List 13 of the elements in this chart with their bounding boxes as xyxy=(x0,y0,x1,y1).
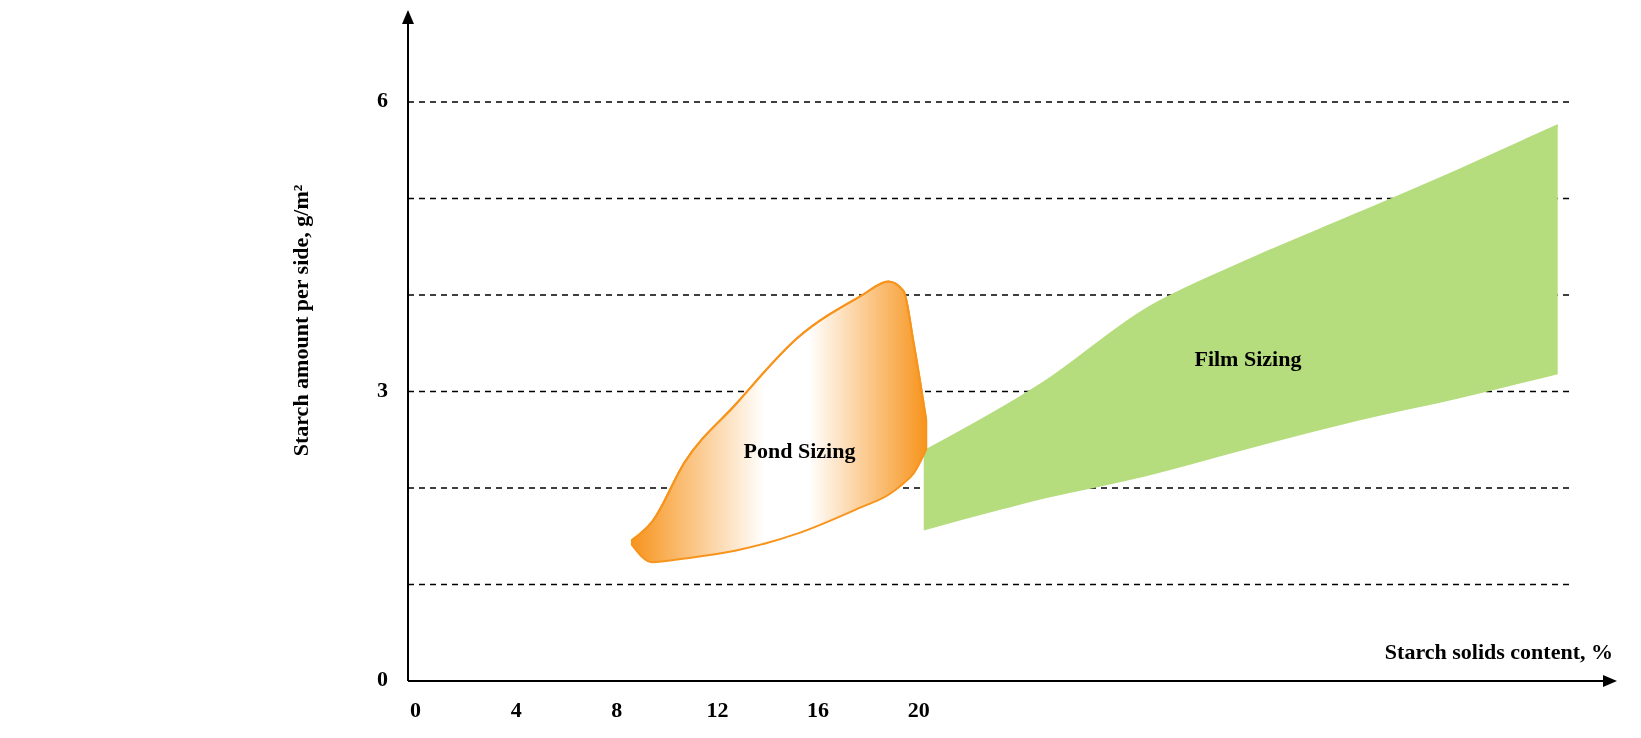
x-tick-label: 4 xyxy=(510,697,522,722)
x-tick-label: 12 xyxy=(706,697,729,722)
x-tick-label: 8 xyxy=(611,697,623,722)
x-tick-label: 20 xyxy=(907,697,930,722)
y-tick-label: 0 xyxy=(377,666,388,692)
y-tick-label: 6 xyxy=(377,87,388,113)
x-axis-title: Starch solids content, % xyxy=(1384,639,1613,664)
y-axis-title: Starch amount per side, g/m² xyxy=(288,184,313,457)
x-tick-label: 16 xyxy=(807,697,830,722)
x-tick-label: 0 xyxy=(410,697,422,722)
series-label: Pond Sizing xyxy=(743,437,856,463)
text: Film Sizing xyxy=(1194,346,1302,372)
y-tick-label: 3 xyxy=(377,376,388,402)
